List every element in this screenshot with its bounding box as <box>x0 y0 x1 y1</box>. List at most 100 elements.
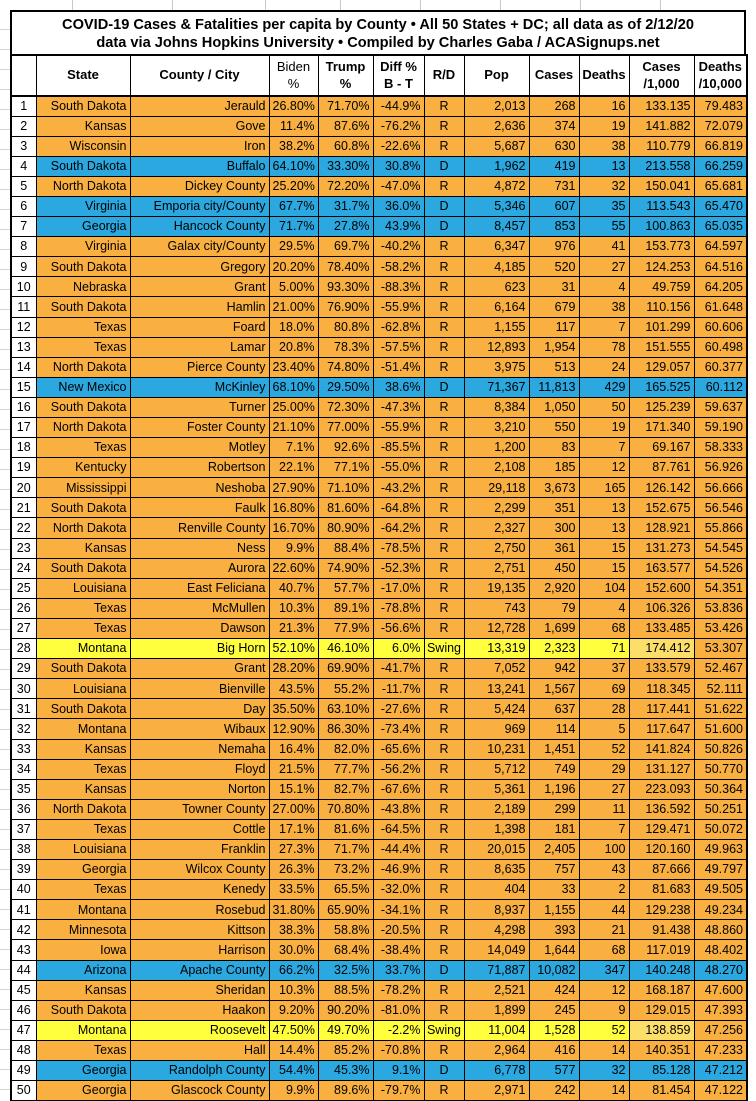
population-cell: 6,164 <box>463 296 530 318</box>
cases-cell: 1,644 <box>528 939 580 961</box>
cases-cell: 1,528 <box>528 1019 580 1041</box>
table-row: 45 Kansas Sheridan 10.3% 88.5% -78.2% R 2,521 42… <box>10 979 748 1001</box>
cases-cell: 10,082 <box>528 959 580 981</box>
table-row: 5 North Dakota Dickey County 25.20% 72.20% -4… <box>10 175 748 197</box>
biden-pct-cell: 21.10% <box>268 416 319 439</box>
deaths-cell: 41 <box>578 236 630 258</box>
county-cell: Faulk <box>129 497 270 519</box>
cases-per-1000-cell: 120.160 <box>628 838 695 861</box>
diff-pct-cell: -78.8% <box>372 597 425 619</box>
biden-pct-cell: 22.60% <box>268 557 319 579</box>
trump-pct-cell: 82.0% <box>317 738 374 760</box>
population-cell: 71,887 <box>463 959 530 981</box>
row-number: 23 <box>10 537 37 559</box>
population-cell: 4,185 <box>463 256 530 278</box>
gridline <box>500 0 501 10</box>
row-number: 18 <box>10 437 37 459</box>
biden-pct-cell: 27.3% <box>268 838 319 861</box>
deaths-cell: 12 <box>578 979 630 1001</box>
deaths-cell: 43 <box>578 859 630 881</box>
cases-cell: 749 <box>528 758 580 780</box>
deaths-cell: 16 <box>578 95 630 117</box>
trump-pct-cell: 71.7% <box>317 838 374 861</box>
state-cell: North Dakota <box>35 798 131 820</box>
table-body: 1 South Dakota Jerauld 26.80% 71.70% -44.9% R 2… <box>10 95 748 1101</box>
population-cell: 12,728 <box>463 617 530 640</box>
state-cell: North Dakota <box>35 175 131 197</box>
diff-pct-cell: -73.4% <box>372 718 425 740</box>
biden-pct-cell: 21.3% <box>268 617 319 640</box>
population-cell: 623 <box>463 276 530 298</box>
table-row: 48 Texas Hall 14.4% 85.2% -70.8% R 2,964 416 14 14… <box>10 1039 748 1062</box>
county-cell: Towner County <box>129 798 270 820</box>
deaths-cell: 5 <box>578 718 630 740</box>
party-cell: R <box>423 658 465 680</box>
header-deaths-per-10000: Deaths /10,000 <box>693 54 748 97</box>
cases-cell: 607 <box>528 195 580 218</box>
table-row: 39 Georgia Wilcox County 26.3% 73.2% -46.9% R 8… <box>10 859 748 881</box>
trump-pct-cell: 27.8% <box>317 216 374 238</box>
trump-pct-cell: 89.1% <box>317 597 374 619</box>
county-cell: Jerauld <box>129 95 270 117</box>
county-cell: Wibaux <box>129 718 270 740</box>
row-number: 16 <box>10 396 37 419</box>
diff-pct-cell: -65.6% <box>372 738 425 760</box>
deaths-per-10000-cell: 79.483 <box>693 95 748 117</box>
table-row: 40 Texas Kenedy 33.5% 65.5% -32.0% R 404 33 2 81.6… <box>10 879 748 901</box>
deaths-per-10000-cell: 52.467 <box>693 658 748 680</box>
deaths-cell: 13 <box>578 517 630 539</box>
party-cell: R <box>423 577 465 599</box>
deaths-cell: 7 <box>578 316 630 338</box>
population-cell: 2,636 <box>463 115 530 137</box>
cases-per-1000-cell: 117.441 <box>628 698 695 720</box>
cases-cell: 374 <box>528 115 580 137</box>
trump-pct-cell: 89.6% <box>317 1080 374 1101</box>
population-cell: 5,346 <box>463 195 530 218</box>
cases-per-1000-cell: 110.156 <box>628 296 695 318</box>
trump-pct-cell: 71.70% <box>317 95 374 117</box>
state-cell: Kansas <box>35 738 131 760</box>
party-cell: R <box>423 798 465 820</box>
cases-per-1000-cell: 87.666 <box>628 859 695 881</box>
row-number: 19 <box>10 457 37 479</box>
table-row: 19 Kentucky Robertson 22.1% 77.1% -55.0% R 2,10… <box>10 457 748 479</box>
table-row: 42 Minnesota Kittson 38.3% 58.8% -20.5% R 4,298… <box>10 919 748 941</box>
deaths-cell: 11 <box>578 798 630 820</box>
cases-per-1000-cell: 126.142 <box>628 477 695 499</box>
deaths-per-10000-cell: 72.079 <box>693 115 748 137</box>
table-row: 22 North Dakota Renville County 16.70% 80.90… <box>10 517 748 539</box>
county-cell: McKinley <box>129 376 270 398</box>
trump-pct-cell: 87.6% <box>317 115 374 137</box>
header-rank <box>10 54 37 97</box>
deaths-per-10000-cell: 47.256 <box>693 1019 748 1041</box>
biden-pct-cell: 28.20% <box>268 658 319 680</box>
row-number: 17 <box>10 416 37 439</box>
population-cell: 2,521 <box>463 979 530 1001</box>
county-data-table: State County / City Biden % Trump % Diff… <box>10 54 748 1101</box>
biden-pct-cell: 71.7% <box>268 216 319 238</box>
cases-per-1000-cell: 129.057 <box>628 356 695 378</box>
row-number: 7 <box>10 216 37 238</box>
population-cell: 3,210 <box>463 416 530 439</box>
gridline <box>660 0 661 10</box>
trump-pct-cell: 77.9% <box>317 617 374 640</box>
cases-per-1000-cell: 150.041 <box>628 175 695 197</box>
party-cell: R <box>423 115 465 137</box>
state-cell: South Dakota <box>35 296 131 318</box>
table-row: 41 Montana Rosebud 31.80% 65.90% -34.1% R 8,937… <box>10 899 748 921</box>
cases-per-1000-cell: 69.167 <box>628 437 695 459</box>
population-cell: 7,052 <box>463 658 530 680</box>
cases-per-1000-cell: 136.592 <box>628 798 695 820</box>
table-row: 38 Louisiana Franklin 27.3% 71.7% -44.4% R 20,0… <box>10 838 748 861</box>
trump-pct-cell: 81.6% <box>317 818 374 840</box>
cases-cell: 550 <box>528 416 580 439</box>
county-cell: Pierce County <box>129 356 270 378</box>
diff-pct-cell: 36.0% <box>372 195 425 218</box>
cases-per-1000-cell: 128.921 <box>628 517 695 539</box>
county-cell: Neshoba <box>129 477 270 499</box>
trump-pct-cell: 45.3% <box>317 1059 374 1082</box>
party-cell: R <box>423 979 465 1001</box>
gridline <box>420 0 421 10</box>
row-number: 45 <box>10 979 37 1001</box>
deaths-cell: 52 <box>578 1019 630 1041</box>
